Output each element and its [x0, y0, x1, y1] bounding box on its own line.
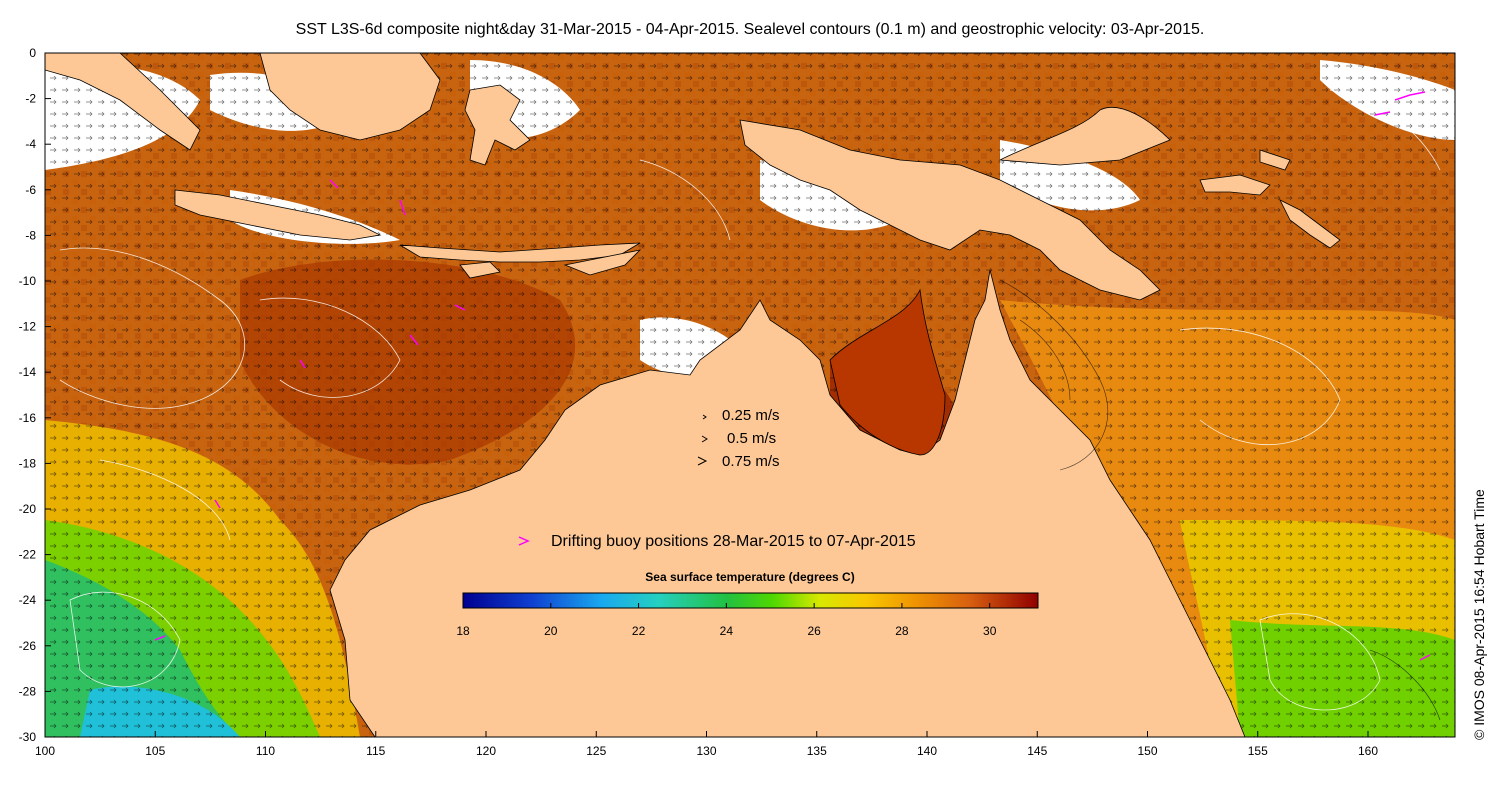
colorbar-tick-label: 24	[720, 624, 734, 638]
y-tick-label: 0	[29, 46, 36, 60]
x-tick-label: 100	[35, 744, 55, 758]
buoy-track	[454, 304, 466, 311]
y-tick-label: -6	[25, 183, 36, 197]
y-tick-label: -12	[19, 320, 37, 334]
imos-credit: © IMOS 08-Apr-2015 16:54 Hobart Time	[1471, 489, 1487, 740]
colorbar-ticks: 18 20 22 24 26 28 30	[456, 603, 997, 638]
sumba-island	[459, 261, 501, 279]
gulf-of-carpentaria	[829, 288, 946, 456]
x-tick-label: 115	[366, 744, 385, 758]
colorbar-tick-label: 22	[632, 624, 646, 638]
sumatra-landmass	[45, 53, 201, 151]
y-tick-label: -16	[19, 411, 37, 425]
colorbar-gradient	[462, 592, 1039, 609]
borneo-landmass	[259, 53, 441, 141]
buoy-track	[1374, 111, 1391, 116]
sulawesi-landmass	[464, 84, 531, 166]
land	[45, 53, 1341, 737]
plot-frame	[44, 52, 1456, 738]
buoy-track	[1419, 654, 1431, 661]
velocity-arrow-medium-icon	[701, 435, 708, 443]
y-tick-label: -20	[19, 502, 37, 516]
x-tick-label: 155	[1248, 744, 1268, 758]
x-tick-label: 105	[145, 744, 165, 758]
new-britain-island	[1199, 174, 1271, 196]
buoy-track	[399, 199, 406, 216]
buoy-track	[299, 359, 306, 369]
velocity-legend-0-25: 0.25 m/s	[722, 407, 780, 424]
y-tick-label: -8	[25, 228, 36, 242]
velocity-legend: 0.25 m/s 0.5 m/s 0.75 m/s	[697, 407, 780, 470]
y-tick-label: -26	[19, 639, 37, 653]
colorbar-title: Sea surface temperature (degrees C)	[645, 570, 854, 584]
y-tick-label: -24	[19, 593, 37, 607]
x-tick-label: 145	[1027, 744, 1047, 758]
buoy-track	[154, 635, 166, 641]
buoy-track	[1394, 91, 1426, 101]
new-guinea-north	[998, 106, 1171, 166]
sealevel-contours	[59, 89, 1441, 711]
colorbar-tick-label: 28	[895, 624, 909, 638]
colorbar-tick-label: 26	[807, 624, 821, 638]
velocity-arrow-small-icon	[702, 414, 707, 420]
velocity-legend-0-75: 0.75 m/s	[722, 453, 780, 470]
x-tick-label: 125	[586, 744, 606, 758]
y-tick-label: -30	[19, 730, 37, 744]
y-tick-label: -14	[19, 365, 37, 379]
drifting-buoy-tracks	[154, 91, 1431, 661]
y-tick-label: -2	[25, 92, 36, 106]
colorbar-tick-label: 20	[544, 624, 558, 638]
x-tick-label: 135	[807, 744, 827, 758]
buoy-marker-icon	[518, 536, 530, 546]
y-axis: 0 -2 -4 -6 -8 -10 -12 -14 -16 -18 -20 -22 -24 -26 -28 -…	[19, 46, 51, 744]
buoy-track	[329, 179, 339, 189]
velocity-legend-0-5: 0.5 m/s	[727, 430, 776, 447]
velocity-arrow-large-icon	[697, 456, 708, 466]
bismarck-island	[1259, 149, 1291, 171]
colorbar-tick-label: 18	[456, 624, 470, 638]
y-tick-label: -28	[19, 684, 37, 698]
x-tick-label: 110	[256, 744, 275, 758]
buoy-legend: Drifting buoy positions 28-Mar-2015 to 0…	[518, 533, 916, 550]
solomon-islands	[1279, 199, 1341, 249]
sst-colorbar: Sea surface temperature (degrees C) 18 20…	[456, 570, 1039, 638]
buoy-track	[214, 499, 221, 509]
y-tick-label: -4	[25, 137, 36, 151]
y-tick-label: -10	[19, 274, 37, 288]
velocity-contours-dark	[999, 279, 1441, 721]
x-tick-label: 120	[476, 744, 496, 758]
x-tick-label: 160	[1358, 744, 1378, 758]
timor-island	[563, 249, 642, 276]
plot-area	[45, 53, 1455, 737]
x-tick-label: 140	[917, 744, 937, 758]
buoy-legend-label: Drifting buoy positions 28-Mar-2015 to 0…	[551, 533, 916, 550]
x-tick-label: 130	[696, 744, 716, 758]
y-tick-label: -22	[19, 548, 37, 562]
sunda-islands	[399, 242, 641, 263]
buoy-track	[409, 334, 419, 346]
y-tick-label: -18	[19, 456, 37, 470]
figure-title: SST L3S-6d composite night&day 31-Mar-20…	[295, 21, 1205, 38]
x-tick-label: 150	[1137, 744, 1157, 758]
java-landmass	[174, 189, 382, 241]
colorbar-tick-label: 30	[983, 624, 997, 638]
new-guinea-landmass	[739, 119, 1161, 301]
x-axis: 100 105 110 115 120 125 130 135 140 145 150 155 160	[35, 731, 1378, 758]
